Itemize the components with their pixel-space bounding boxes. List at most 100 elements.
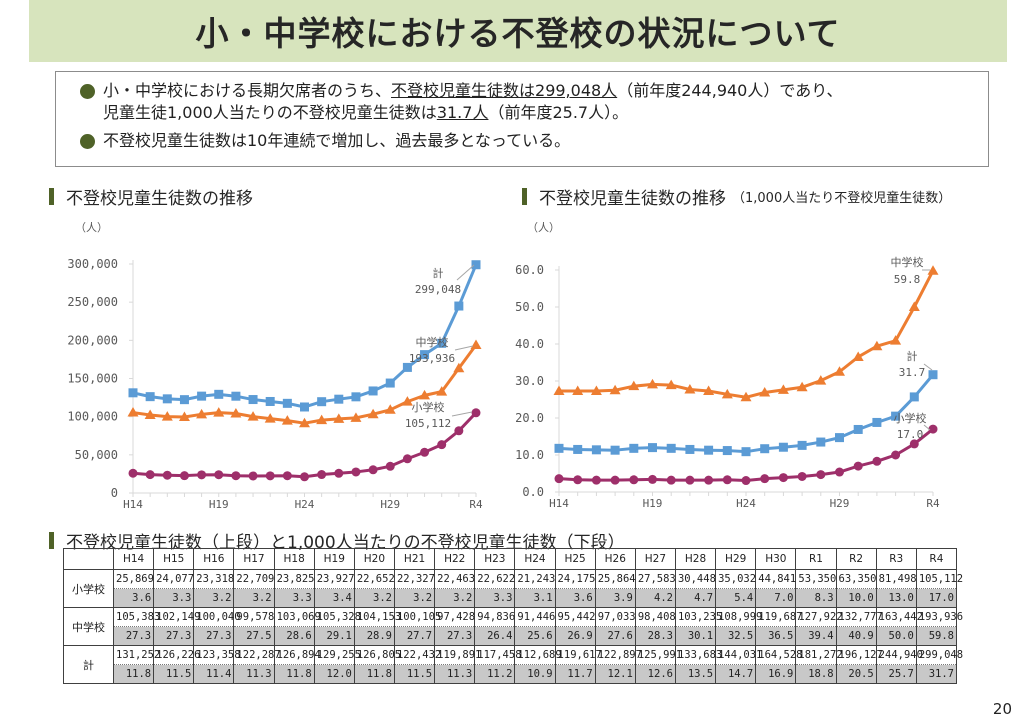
table-cell-rate: 10.0	[835, 588, 877, 608]
x-tick-label: R4	[469, 498, 483, 511]
data-point-total	[231, 391, 241, 401]
data-point-total	[368, 386, 378, 396]
data-point-total	[872, 417, 882, 427]
table-row-count: 中学校 105,383 102,149 100,040 99,578 103,069 105…	[63, 607, 963, 646]
data-table: H14 H15 H16 H17 H18 H19 H20 H21 H22 H23 H24 H25 H26 H…	[63, 548, 963, 684]
table-cell-count: 126,226	[153, 645, 200, 665]
table-cell-count: 63,350	[835, 569, 877, 589]
table-cell-rate: 27.3	[112, 626, 155, 646]
data-point-total	[420, 350, 430, 360]
table-cell-rate: 11.8	[112, 664, 155, 684]
data-point-elementary	[128, 468, 138, 478]
table-cell-rate: 27.3	[193, 626, 235, 646]
table-header-cell: H29	[715, 548, 757, 570]
annotation-value-elementary: 17.0	[897, 428, 924, 441]
title-banner: 小・中学校における不登校の状況について	[29, 0, 1007, 62]
data-point-elementary	[741, 476, 751, 486]
table-row-rate: 3.6 3.3 3.2 3.2 3.3 3.4 3.2 3.2 3.2 3.3 3.1 3.6 3.9 4…	[64, 588, 958, 608]
data-point-total	[437, 338, 447, 348]
table-cell-count: 244,940	[875, 645, 923, 665]
data-point-elementary	[648, 474, 657, 484]
data-point-junior-high	[161, 411, 173, 421]
data-point-elementary	[722, 475, 732, 485]
data-point-elementary	[368, 465, 378, 475]
data-point-elementary	[248, 471, 258, 481]
series-junior-high	[127, 339, 482, 428]
table-cell-count: 119,891	[434, 645, 481, 665]
table-header-cell: H20	[353, 548, 395, 570]
y-tick-label: 10.0	[515, 448, 544, 462]
table-cell-rate: 10.9	[514, 664, 556, 684]
chart1-heading: 不登校児童生徒数の推移	[49, 184, 253, 209]
data-point-elementary	[265, 471, 275, 481]
data-point-total	[334, 394, 344, 404]
table-cell-count: 94,836	[474, 607, 516, 627]
data-point-elementary	[231, 471, 241, 481]
data-point-junior-high	[721, 388, 733, 399]
table-cell-rate: 7.0	[755, 588, 797, 608]
table-cell-count: 103,069	[273, 607, 321, 627]
table-cell-count: 99,578	[233, 607, 275, 627]
x-tick-label: H14	[123, 498, 143, 511]
annotation-value-junior-high: 193,936	[409, 352, 455, 365]
data-point-total	[610, 445, 620, 455]
annotation-value-junior-high: 59.8	[894, 273, 921, 286]
data-point-junior-high	[453, 362, 465, 373]
table-header-cell: H23	[474, 548, 516, 570]
table-header-row: H14 H15 H16 H17 H18 H19 H20 H21 H22 H23 H24 H25 H26 H…	[63, 548, 958, 570]
table-cell-count: 126,894	[273, 645, 321, 665]
table-cell-count: 181,272	[795, 645, 843, 665]
data-point-elementary	[704, 475, 714, 485]
data-point-total	[265, 396, 275, 406]
table-cell-rate: 3.3	[273, 588, 315, 608]
table-cell-rate: 26.4	[474, 626, 516, 646]
data-point-total	[722, 446, 732, 456]
data-point-total	[853, 424, 863, 434]
x-tick-label: H19	[643, 497, 663, 510]
data-point-junior-high	[553, 385, 565, 395]
annotation-leader-line	[456, 264, 475, 281]
table-cell-rate: 26.9	[554, 626, 596, 646]
x-tick-label: R4	[926, 497, 940, 510]
data-point-total	[162, 394, 172, 404]
data-point-junior-high	[834, 366, 845, 376]
data-point-junior-high	[609, 384, 621, 395]
data-point-total	[145, 392, 155, 402]
y-tick-label: 50,000	[75, 448, 118, 462]
table-cell-count: 105,328	[313, 607, 361, 627]
table-cell-rate: 29.1	[313, 626, 355, 646]
table-header-cell: H15	[153, 548, 195, 570]
table-cell-rate: 13.0	[875, 588, 917, 608]
series-line-junior-high	[559, 270, 935, 399]
table-cell-rate: 25.7	[875, 664, 917, 684]
data-point-total	[648, 443, 657, 453]
table-cell-count: 91,446	[514, 607, 556, 627]
table-cell-count: 119,617	[554, 645, 602, 665]
data-point-total	[573, 444, 583, 454]
data-point-junior-high	[927, 265, 939, 275]
table-cell-count: 104,153	[353, 607, 401, 627]
data-point-junior-high	[871, 340, 883, 351]
annotation-leader-line	[454, 345, 474, 351]
data-point-total	[909, 392, 919, 402]
data-point-junior-high	[628, 380, 640, 391]
table-cell-rate: 3.3	[153, 588, 195, 608]
annotation-leader-line	[923, 363, 933, 371]
y-tick-label: 30.0	[515, 374, 544, 388]
table-cell-rate: 11.3	[233, 664, 275, 684]
data-point-total	[197, 391, 207, 401]
data-point-junior-high	[299, 417, 310, 428]
annotation-name-elementary: 小学校	[894, 411, 927, 425]
table-cell-rate: 3.6	[112, 588, 155, 608]
data-point-total	[741, 447, 751, 457]
data-point-total	[778, 442, 788, 452]
table-cell-count: 196,127	[835, 645, 883, 665]
data-point-elementary	[471, 408, 481, 418]
table-cell-rate: 14.7	[715, 664, 757, 684]
y-tick-label: 150,000	[67, 372, 118, 386]
data-point-total	[282, 398, 292, 408]
table-cell-rate: 11.8	[353, 664, 395, 684]
data-point-junior-high	[665, 379, 677, 390]
series-elementary	[128, 408, 481, 482]
data-point-junior-high	[759, 386, 771, 397]
